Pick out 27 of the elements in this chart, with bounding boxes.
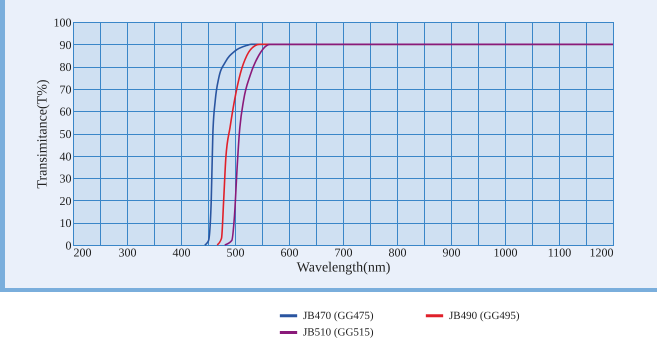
- y-tick-label: 60: [60, 104, 72, 119]
- x-tick-label: 800: [388, 246, 406, 260]
- y-tick-label: 0: [66, 238, 72, 252]
- x-tick-label: 600: [280, 246, 298, 260]
- x-axis-title: Wavelength(nm): [296, 260, 391, 276]
- x-tick-label: 1000: [494, 246, 518, 260]
- x-tick-label: 200: [74, 246, 92, 260]
- x-tick-label: 700: [334, 246, 352, 260]
- x-tick-label: 900: [442, 246, 460, 260]
- y-tick-label: 50: [60, 127, 72, 141]
- x-tick-label: 500: [226, 246, 244, 260]
- y-tick-label: 100: [54, 16, 72, 30]
- y-tick-label: 20: [60, 194, 72, 208]
- x-tick-label: 1100: [548, 246, 572, 260]
- legend-label: JB470 (GG475): [303, 310, 374, 322]
- y-tick-label: 70: [60, 82, 72, 96]
- y-axis-title: Transimitance(T%): [36, 79, 50, 189]
- legend-label: JB510 (GG515): [303, 326, 374, 338]
- y-tick-label: 90: [60, 38, 72, 52]
- y-tick-label: 10: [60, 216, 72, 230]
- y-tick-label: 30: [60, 172, 72, 186]
- y-tick-label: 80: [60, 60, 72, 74]
- x-tick-label: 1200: [590, 246, 614, 260]
- y-tick-label: 40: [60, 149, 72, 164]
- x-tick-label: 300: [118, 246, 136, 260]
- x-tick-label: 400: [172, 246, 190, 260]
- legend-label: JB490 (GG495): [449, 310, 520, 322]
